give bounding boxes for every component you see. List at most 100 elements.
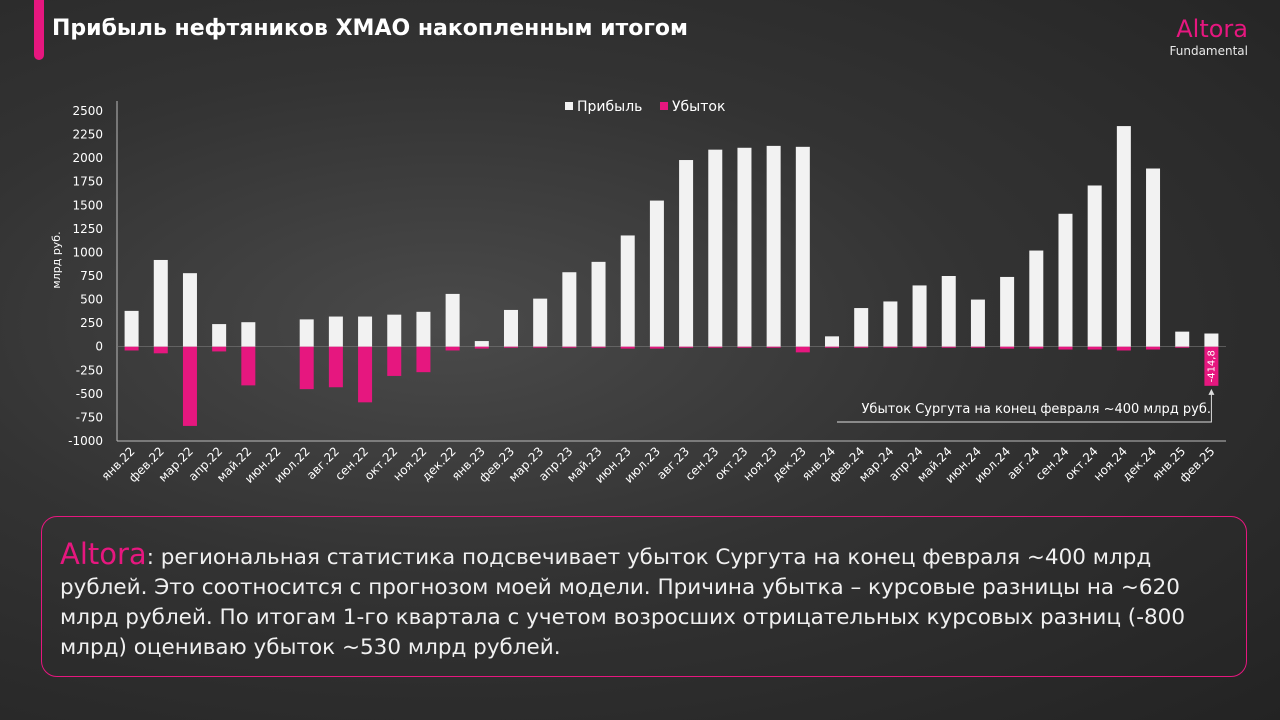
profit-bar — [970, 299, 985, 347]
annotation-text: Убыток Сургута на конец февраля ~400 млр… — [862, 402, 1212, 417]
profit-bar — [124, 310, 139, 347]
loss-bar — [387, 346, 402, 376]
profit-bar — [795, 146, 810, 347]
profit-bar-chart: 25002250200017501500125010007505002500-2… — [50, 99, 1226, 442]
loss-bar — [1087, 346, 1102, 350]
profit-bar — [153, 259, 168, 347]
profit-bar — [941, 276, 956, 347]
loss-bar — [679, 346, 694, 348]
profit-bar — [883, 301, 898, 347]
annotation-line — [837, 391, 1212, 423]
loss-bar — [503, 346, 518, 348]
profit-bar — [182, 273, 197, 347]
loss-bar — [1058, 346, 1073, 350]
profit-bar — [474, 341, 489, 347]
profit-bar — [241, 322, 256, 347]
brand-name: Altora — [1176, 15, 1248, 43]
data-label: -414,8 — [1206, 350, 1217, 382]
profit-bar — [1029, 250, 1044, 347]
y-tick-label: -750 — [76, 410, 103, 424]
profit-bar — [649, 200, 664, 347]
loss-bar — [591, 346, 606, 348]
y-tick-label: -250 — [76, 363, 103, 377]
profit-bar — [1000, 276, 1015, 347]
profit-bar — [416, 311, 431, 347]
profit-bar — [1146, 168, 1161, 347]
y-tick-label: 2500 — [72, 104, 103, 118]
profit-bar — [358, 316, 373, 347]
profit-bar — [445, 293, 460, 347]
profit-bar — [708, 149, 723, 347]
loss-bar — [1204, 346, 1219, 386]
profit-bar — [737, 147, 752, 347]
y-tick-label: 500 — [80, 293, 103, 307]
profit-bar — [1204, 333, 1219, 347]
y-tick-label: 1500 — [72, 198, 103, 212]
loss-bar — [912, 346, 927, 348]
loss-bar — [883, 346, 898, 348]
loss-bar — [1029, 346, 1044, 349]
y-tick-label: 2000 — [72, 151, 103, 165]
y-axis-label: млрд руб. — [50, 231, 63, 288]
loss-bar — [1116, 346, 1131, 351]
y-tick-label: 1250 — [72, 222, 103, 236]
profit-bar — [299, 319, 314, 347]
legend-label-profit: Прибыль — [577, 99, 642, 115]
loss-bar — [970, 346, 985, 348]
loss-bar — [328, 346, 343, 388]
loss-bar — [299, 346, 314, 390]
profit-bar — [591, 261, 606, 347]
profit-bar — [679, 160, 694, 347]
legend-swatch-profit — [565, 102, 573, 110]
profit-bar — [1175, 331, 1190, 347]
profit-bar — [1058, 213, 1073, 347]
loss-bar — [562, 346, 577, 348]
y-tick-label: -500 — [76, 387, 103, 401]
y-tick-label: 250 — [80, 316, 103, 330]
y-tick-label: 0 — [95, 340, 103, 354]
loss-bar — [124, 346, 139, 351]
profit-bar — [912, 285, 927, 347]
y-tick-label: 1750 — [72, 175, 103, 189]
annotation-arrow — [1208, 388, 1215, 395]
profit-bar — [562, 272, 577, 347]
loss-bar — [182, 346, 197, 426]
loss-bar — [708, 346, 723, 348]
loss-bar — [241, 346, 256, 386]
y-tick-label: 750 — [80, 269, 103, 283]
loss-bar — [766, 346, 781, 348]
commentary-box: Altora: региональная статистика подсвечи… — [41, 516, 1247, 677]
loss-bar — [854, 346, 869, 348]
loss-bar — [358, 346, 373, 403]
profit-bar — [387, 314, 402, 347]
loss-bar — [620, 346, 635, 349]
commentary-brand: Altora — [60, 537, 147, 571]
loss-bar — [1175, 346, 1190, 348]
profit-bar — [766, 145, 781, 347]
loss-bar — [795, 346, 810, 353]
loss-bar — [825, 346, 840, 348]
profit-bar — [825, 336, 840, 347]
loss-bar — [212, 346, 227, 352]
loss-bar — [649, 346, 664, 349]
profit-bar — [1116, 126, 1131, 347]
legend-swatch-loss — [660, 102, 668, 110]
loss-bar — [474, 346, 489, 349]
page-title: Прибыль нефтяников ХМАО накопленным итог… — [52, 16, 688, 41]
profit-bar — [1087, 185, 1102, 347]
legend-label-loss: Убыток — [672, 99, 725, 115]
loss-bar — [445, 346, 460, 351]
loss-bar — [1000, 346, 1015, 349]
loss-bar — [737, 346, 752, 348]
commentary-text: : региональная статистика подсвечивает у… — [60, 545, 1185, 660]
loss-bar — [533, 346, 548, 348]
profit-bar — [328, 316, 343, 347]
y-tick-label: 1000 — [72, 245, 103, 259]
brand-logo: Altora Fundamental — [1170, 16, 1249, 58]
loss-bar — [1146, 346, 1161, 350]
loss-bar — [941, 346, 956, 348]
profit-bar — [503, 309, 518, 347]
title-accent-bar — [34, 0, 44, 60]
y-tick-label: 2250 — [72, 128, 103, 142]
profit-bar — [620, 235, 635, 347]
